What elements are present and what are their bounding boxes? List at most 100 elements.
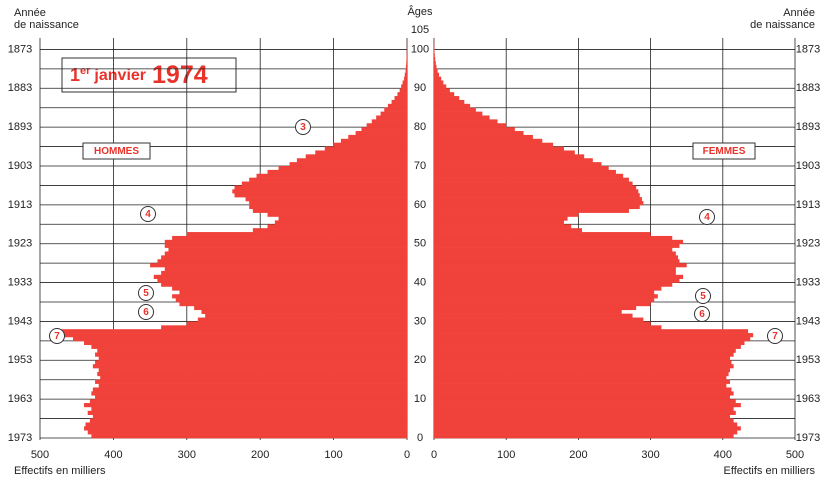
bar [100,375,408,381]
y2-tick-label: 1933 [8,276,32,288]
bar [87,430,408,435]
bar [164,243,407,248]
y2-axis-label: Année [14,7,46,19]
bar [394,96,407,101]
bar [434,267,676,272]
bar [434,224,572,229]
bar [434,348,736,353]
bar [161,282,407,287]
annotation-circle [140,206,156,222]
bar [434,391,734,396]
bar [234,193,407,198]
x-tick-label: 300 [178,449,196,461]
bar [434,399,736,404]
bar [434,403,741,408]
bar [252,208,407,213]
bar [92,364,408,369]
bar [434,356,731,361]
bar [232,189,407,194]
bar [434,243,680,248]
bar [333,142,407,147]
y-tick-label: 40 [414,276,426,288]
annotation: 5 [700,291,706,302]
x-tick-label: 0 [431,449,437,461]
bar [267,224,407,229]
bar [256,173,407,178]
bar [434,430,738,435]
bar [434,177,629,182]
bar [434,368,731,373]
bar [89,418,408,423]
bar [405,64,407,70]
bar [249,200,407,206]
title-year: 1974 [152,61,208,89]
bar [95,379,408,384]
bar [434,61,436,66]
y-tick-label: 70 [414,160,426,172]
bar [168,247,407,252]
bar [434,216,568,221]
bar [434,434,734,439]
bar [434,336,751,342]
bar [172,235,407,241]
y2-tick-label: 1943 [8,315,32,327]
bar [434,375,727,381]
bar [434,103,471,109]
y2-tick-label: 1943 [796,315,820,327]
bar [397,92,407,97]
bar [434,232,651,237]
bar [267,169,407,175]
bar [434,123,507,128]
y2-axis-label: de naissance [750,19,815,31]
bar [91,406,407,412]
bar [434,305,637,311]
bar [434,115,490,120]
bar [434,84,447,89]
bar [401,84,407,89]
bar [434,92,455,97]
bar [434,270,676,276]
bar [97,348,407,353]
bar [434,131,524,136]
y2-tick-label: 1963 [796,393,820,405]
bar [434,193,640,198]
bar [92,387,408,392]
bar [402,80,407,85]
bar [434,410,736,415]
bar [194,305,407,311]
title-month: janvier [93,67,146,84]
bar [434,99,465,105]
bar [241,181,407,186]
bar [315,150,407,155]
annotation-circle [295,119,311,135]
y2-tick-label: 1913 [796,199,820,211]
bar [434,290,655,295]
bar [434,142,554,147]
y2-tick-label: 1873 [8,43,32,55]
bar [434,138,543,143]
bar [434,49,435,54]
bar [172,294,407,299]
bar [434,134,533,140]
x-tick-label: 500 [786,449,804,461]
bar [384,107,407,112]
bar [98,383,407,388]
bar [434,57,436,62]
bar [434,220,564,225]
y2-tick-label: 1963 [8,393,32,405]
y2-tick-label: 1973 [8,432,32,444]
bar [434,96,460,101]
bar [434,146,564,151]
bar [62,333,408,338]
bar [54,329,408,334]
x-tick-label: 400 [104,449,122,461]
bar [267,212,407,217]
y-tick-label: 100 [411,43,429,55]
y-tick-label: 0 [417,432,423,444]
x-tick-label: 100 [324,449,342,461]
bar [84,403,407,408]
bar [434,263,687,268]
bar [404,76,407,81]
bar [406,57,407,62]
y-tick-label: 105 [411,24,429,36]
